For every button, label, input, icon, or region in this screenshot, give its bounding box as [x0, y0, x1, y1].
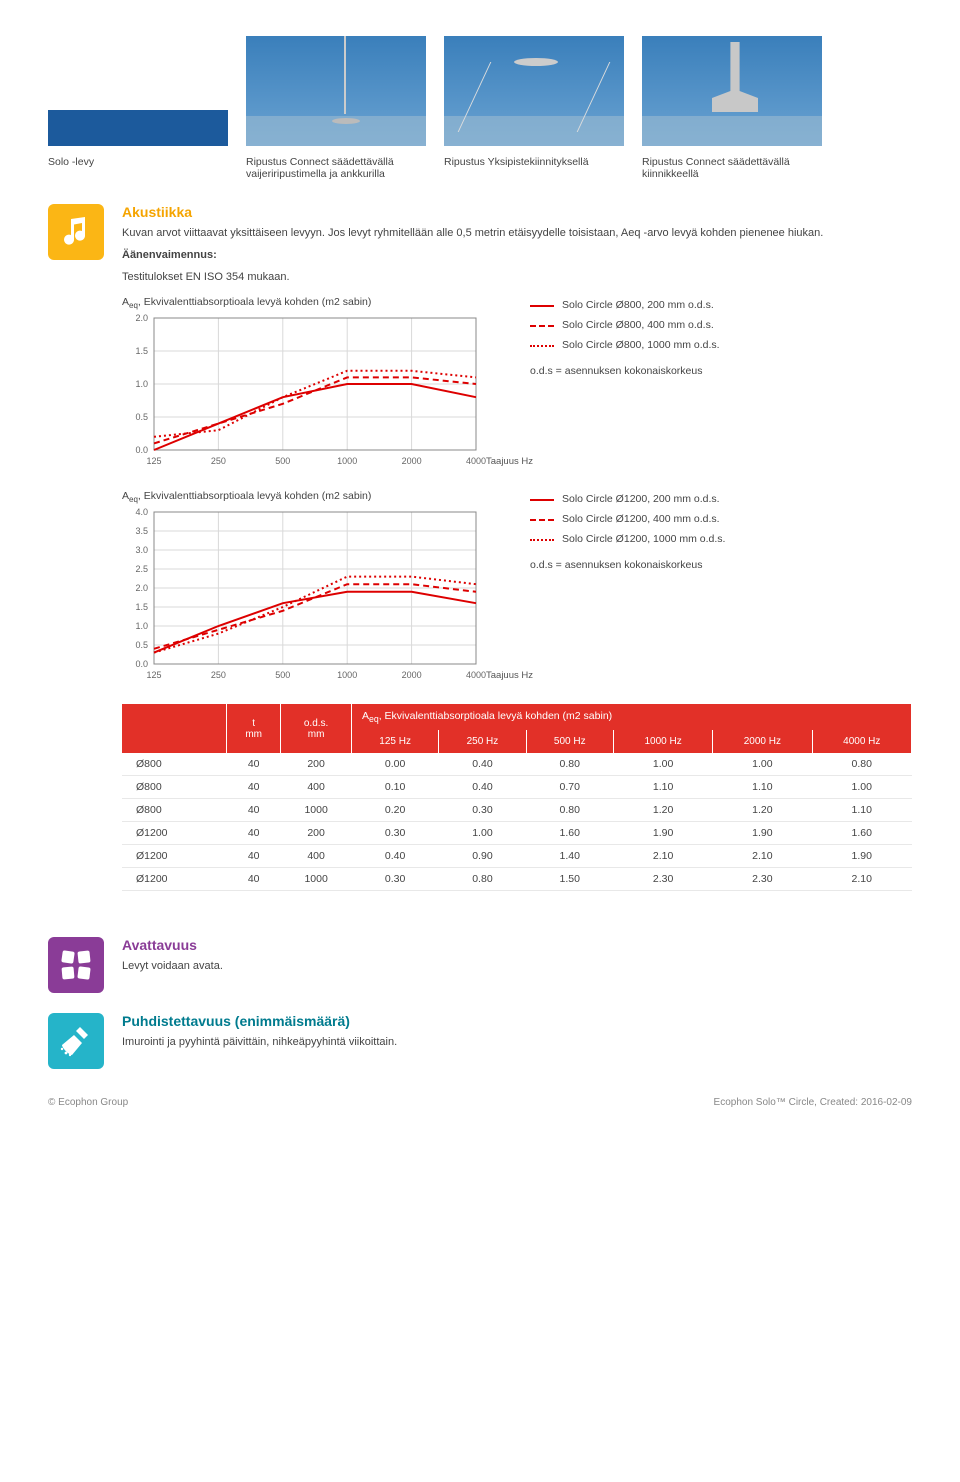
- svg-text:4.0: 4.0: [135, 507, 148, 517]
- svg-text:250: 250: [211, 456, 226, 466]
- svg-text:1.5: 1.5: [135, 346, 148, 356]
- thumb-connect-wire: [246, 36, 426, 146]
- caption-1: Ripustus Connect säädettävällä vaijeriri…: [246, 156, 426, 180]
- section-acoustics: Akustiikka Kuvan arvot viittaavat yksitt…: [48, 204, 912, 917]
- svg-text:3.5: 3.5: [135, 526, 148, 536]
- chart1-svg: 0.0 0.5 1.0 1.5 2.0 125 250 500 1000 2000 4000Taaj…: [122, 312, 552, 472]
- caption-2: Ripustus Yksipistekiinnityksellä: [444, 156, 624, 180]
- svg-text:1000: 1000: [337, 670, 357, 680]
- acoustics-heading: Akustiikka: [122, 204, 912, 220]
- svg-text:2.0: 2.0: [135, 313, 148, 323]
- thumbnail-captions: Solo -levy Ripustus Connect säädettäväll…: [48, 156, 912, 180]
- chart2-legend: Solo Circle Ø1200, 200 mm o.d.s.Solo Cir…: [530, 490, 725, 686]
- chart1-block: Aeq, Ekvivalenttiabsorptioala levyä kohd…: [122, 296, 912, 472]
- cleanability-heading: Puhdistettavuus (enimmäismäärä): [122, 1013, 912, 1029]
- svg-text:0.0: 0.0: [135, 659, 148, 669]
- legend-item: Solo Circle Ø800, 200 mm o.d.s.: [530, 296, 720, 316]
- chart1-title: Aeq, Ekvivalenttiabsorptioala levyä kohd…: [122, 296, 502, 310]
- caption-3: Ripustus Connect säädettävällä kiinnikke…: [642, 156, 822, 180]
- caption-0: Solo -levy: [48, 156, 228, 180]
- chart2-title: Aeq, Ekvivalenttiabsorptioala levyä kohd…: [122, 490, 502, 504]
- svg-text:2.0: 2.0: [135, 583, 148, 593]
- svg-text:500: 500: [275, 456, 290, 466]
- cleanability-icon: [48, 1013, 104, 1069]
- acoustics-para2: Testitulokset EN ISO 354 mukaan.: [122, 270, 912, 286]
- chart2-svg: 0.0 0.5 1.0 1.5 2.0 2.5 3.0 3.5 4.0 125 250 500 1000…: [122, 506, 552, 686]
- svg-text:0.5: 0.5: [135, 640, 148, 650]
- openability-heading: Avattavuus: [122, 937, 912, 953]
- openability-icon: [48, 937, 104, 993]
- svg-text:2.5: 2.5: [135, 564, 148, 574]
- absorption-table: tmmo.d.s.mmAeq, Ekvivalenttiabsorptioala…: [122, 704, 912, 891]
- chart1-legend: Solo Circle Ø800, 200 mm o.d.s.Solo Circ…: [530, 296, 720, 472]
- svg-text:1.0: 1.0: [135, 621, 148, 631]
- footer-left: © Ecophon Group: [48, 1097, 128, 1108]
- svg-text:0.5: 0.5: [135, 412, 148, 422]
- svg-text:3.0: 3.0: [135, 545, 148, 555]
- svg-text:4000: 4000: [466, 670, 486, 680]
- legend-item: Solo Circle Ø800, 400 mm o.d.s.: [530, 316, 720, 336]
- svg-text:2000: 2000: [402, 670, 422, 680]
- section-openability: Avattavuus Levyt voidaan avata.: [48, 937, 912, 993]
- svg-text:Taajuus Hz: Taajuus Hz: [486, 456, 533, 467]
- section-cleanability: Puhdistettavuus (enimmäismäärä) Imuroint…: [48, 1013, 912, 1069]
- footer-right: Ecophon Solo™ Circle, Created: 2016-02-0…: [714, 1097, 912, 1108]
- legend-note: o.d.s = asennuksen kokonaiskorkeus: [530, 556, 725, 576]
- cleanability-text: Imurointi ja pyyhintä päivittäin, nihkeä…: [122, 1035, 912, 1051]
- svg-text:4000: 4000: [466, 456, 486, 466]
- thumb-solo-levy: [48, 36, 228, 146]
- legend-item: Solo Circle Ø1200, 200 mm o.d.s.: [530, 490, 725, 510]
- chart2-block: Aeq, Ekvivalenttiabsorptioala levyä kohd…: [122, 490, 912, 686]
- svg-text:2000: 2000: [402, 456, 422, 466]
- legend-item: Solo Circle Ø1200, 400 mm o.d.s.: [530, 510, 725, 530]
- legend-item: Solo Circle Ø800, 1000 mm o.d.s.: [530, 336, 720, 356]
- svg-text:1.0: 1.0: [135, 379, 148, 389]
- legend-note: o.d.s = asennuksen kokonaiskorkeus: [530, 362, 720, 382]
- page-footer: © Ecophon Group Ecophon Solo™ Circle, Cr…: [48, 1089, 912, 1116]
- acoustics-para1: Kuvan arvot viittaavat yksittäiseen levy…: [122, 226, 912, 242]
- thumb-single-point: [444, 36, 624, 146]
- acoustics-subheading: Äänenvaimennus:: [122, 249, 217, 261]
- thumb-connect-bracket: [642, 36, 822, 146]
- svg-text:250: 250: [211, 670, 226, 680]
- svg-text:125: 125: [146, 456, 161, 466]
- music-note-icon: [48, 204, 104, 260]
- svg-text:0.0: 0.0: [135, 445, 148, 455]
- thumbnail-row: [48, 36, 912, 146]
- svg-text:1000: 1000: [337, 456, 357, 466]
- openability-text: Levyt voidaan avata.: [122, 959, 912, 975]
- svg-text:125: 125: [146, 670, 161, 680]
- legend-item: Solo Circle Ø1200, 1000 mm o.d.s.: [530, 530, 725, 550]
- svg-text:500: 500: [275, 670, 290, 680]
- svg-text:1.5: 1.5: [135, 602, 148, 612]
- svg-text:Taajuus Hz: Taajuus Hz: [486, 670, 533, 681]
